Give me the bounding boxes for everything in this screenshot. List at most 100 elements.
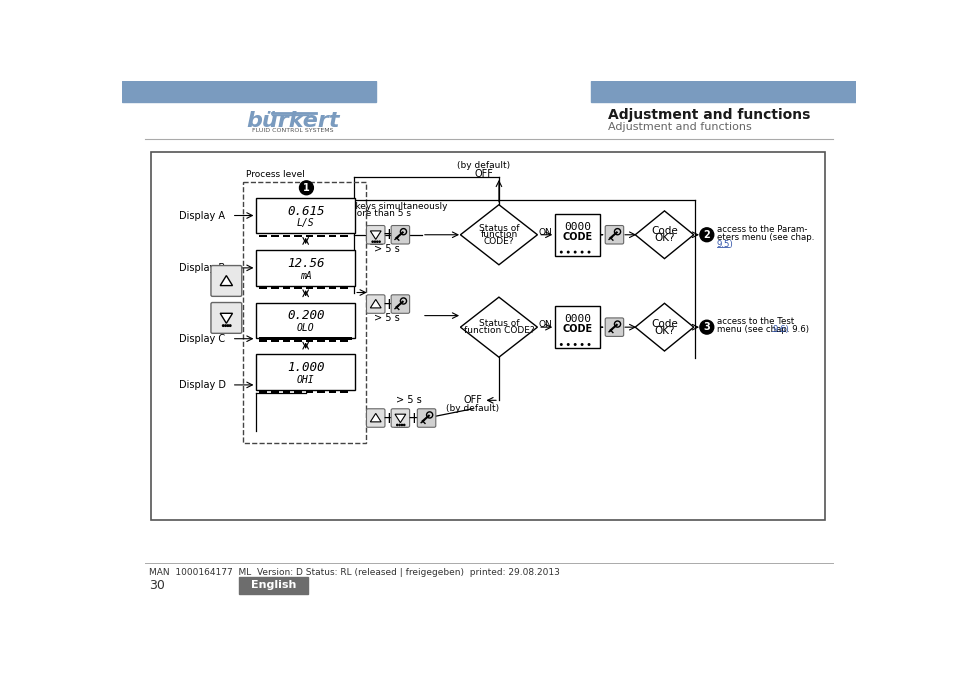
Polygon shape [460, 205, 537, 264]
FancyBboxPatch shape [211, 303, 241, 333]
Text: Adjustment and functions: Adjustment and functions [608, 122, 751, 132]
Bar [259, 337, 352, 341]
Circle shape [574, 344, 576, 345]
Circle shape [378, 241, 380, 242]
Circle shape [372, 241, 373, 242]
Text: 0000: 0000 [563, 314, 590, 324]
Circle shape [227, 325, 229, 326]
Text: menu (see chap. 9.6): menu (see chap. 9.6) [716, 325, 808, 334]
Text: OK?: OK? [654, 326, 674, 336]
Bar [317, 339, 325, 342]
Text: Process level: Process level [246, 170, 305, 179]
Text: 0.615: 0.615 [287, 205, 324, 218]
Text: Code: Code [651, 318, 678, 328]
Text: Code: Code [651, 226, 678, 236]
FancyBboxPatch shape [366, 409, 385, 427]
Text: Display A: Display A [179, 211, 225, 221]
FancyBboxPatch shape [391, 225, 409, 244]
Text: Status of: Status of [478, 223, 518, 233]
Bar [271, 391, 278, 394]
Text: (by default): (by default) [446, 404, 498, 413]
Bar [305, 287, 313, 289]
Circle shape [222, 325, 224, 326]
Text: 1.000: 1.000 [287, 361, 324, 374]
Text: 30: 30 [149, 579, 164, 592]
Bar [238, 577, 308, 594]
Bar [259, 235, 267, 237]
Text: function CODE?: function CODE? [463, 326, 534, 335]
Polygon shape [635, 211, 693, 258]
Text: Display C: Display C [179, 334, 225, 344]
Bar [259, 339, 267, 342]
Text: +: + [382, 411, 395, 425]
Polygon shape [395, 414, 405, 423]
Text: L/S: L/S [296, 218, 314, 228]
Text: Display D: Display D [179, 380, 226, 390]
Text: 12.56: 12.56 [287, 257, 324, 270]
Circle shape [574, 251, 576, 253]
Text: CODE: CODE [562, 324, 592, 334]
Bar [243, 182, 366, 443]
Bar [294, 235, 301, 237]
Bar [294, 391, 301, 394]
Bar [294, 339, 301, 342]
Polygon shape [220, 314, 233, 323]
Circle shape [374, 241, 375, 242]
Circle shape [567, 251, 568, 253]
Text: function: function [479, 230, 517, 240]
Bar [151, 151, 823, 520]
Text: OHI: OHI [296, 375, 314, 384]
Bar [256, 354, 355, 390]
Bar [329, 287, 336, 289]
Text: FLUID CONTROL SYSTEMS: FLUID CONTROL SYSTEMS [252, 128, 333, 133]
Circle shape [376, 241, 377, 242]
Text: Adjustment and functions: Adjustment and functions [608, 108, 810, 122]
Text: 0.200: 0.200 [287, 310, 324, 322]
Text: Status of: Status of [478, 320, 518, 328]
Bar [340, 339, 348, 342]
FancyBboxPatch shape [391, 409, 409, 427]
Text: ON: ON [538, 228, 552, 237]
Polygon shape [460, 297, 537, 357]
Bar [340, 235, 348, 237]
FancyBboxPatch shape [604, 318, 623, 336]
Bar [305, 235, 313, 237]
Text: > 5 s: > 5 s [395, 395, 421, 405]
Polygon shape [370, 413, 381, 422]
Text: 0000: 0000 [563, 222, 590, 232]
Bar [317, 287, 325, 289]
Bar [329, 339, 336, 342]
Text: mA: mA [299, 271, 312, 281]
Bar [271, 287, 278, 289]
Text: 3: 3 [702, 322, 709, 332]
FancyBboxPatch shape [211, 266, 241, 296]
Bar [555, 213, 599, 256]
Bar [305, 391, 313, 394]
Bar [256, 303, 355, 338]
Bar [305, 339, 313, 342]
Text: MAN  1000164177  ML  Version: D Status: RL (released | freigegeben)  printed: 29: MAN 1000164177 ML Version: D Status: RL … [149, 568, 558, 577]
Bar [317, 235, 325, 237]
Text: +: + [382, 297, 395, 312]
Text: 9.6): 9.6) [772, 325, 788, 334]
Circle shape [560, 344, 561, 345]
Text: OFF: OFF [474, 169, 493, 179]
Bar [282, 235, 290, 237]
Text: 2: 2 [702, 229, 709, 240]
Bar [555, 306, 599, 349]
Bar [340, 287, 348, 289]
Circle shape [588, 344, 589, 345]
Bar [259, 391, 267, 394]
Polygon shape [370, 299, 381, 308]
Polygon shape [635, 304, 693, 351]
Text: Display B: Display B [179, 263, 225, 273]
FancyBboxPatch shape [604, 225, 623, 244]
Bar [271, 339, 278, 342]
Bar [317, 391, 325, 394]
Bar [329, 235, 336, 237]
Circle shape [560, 251, 561, 253]
Text: Press the keys simultaneously: Press the keys simultaneously [311, 202, 447, 211]
Text: access to the Test: access to the Test [716, 317, 793, 326]
FancyBboxPatch shape [391, 295, 409, 314]
Polygon shape [370, 231, 381, 240]
